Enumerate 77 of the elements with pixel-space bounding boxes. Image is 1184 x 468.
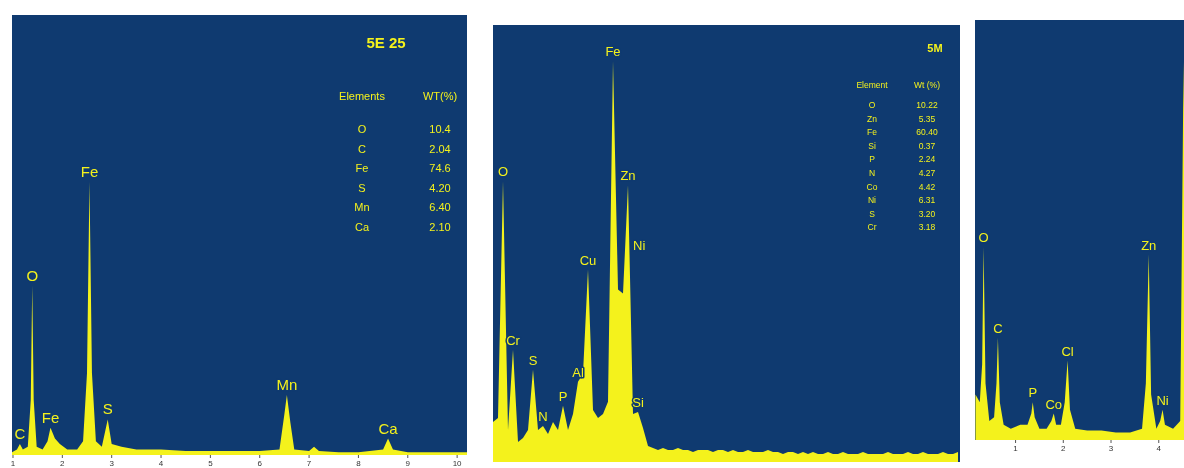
annotation: 5.35 <box>918 113 936 124</box>
annotation: 10.22 <box>916 100 938 110</box>
chart-title: 5M <box>927 42 943 54</box>
annotation: Co <box>1045 396 1063 412</box>
annotation: Ni <box>633 238 646 253</box>
annotation: Co <box>866 181 878 192</box>
annotation: Fe <box>605 44 621 60</box>
x-tick-label: 2 <box>60 459 66 468</box>
annotation: Ca <box>378 419 399 437</box>
text: WT(%) <box>422 90 458 102</box>
annotation: Element <box>856 80 889 90</box>
x-tick-label: 3 <box>1108 444 1114 453</box>
annotation: S <box>102 400 113 418</box>
annotation: 4.20 <box>429 181 451 194</box>
x-tick-label: 2 <box>1061 444 1067 453</box>
annotation: S <box>528 352 538 368</box>
text: 10.4 <box>429 123 451 135</box>
annotation: 3.18 <box>918 222 936 233</box>
annotation: 6.40 <box>429 201 451 213</box>
annotation: Ni <box>1156 392 1169 408</box>
x-tick-label: 9 <box>405 459 411 468</box>
x-tick-label: 5 <box>208 459 214 468</box>
annotation: Fe <box>80 162 99 180</box>
annotation: Cl <box>1061 343 1074 359</box>
annotation: Wt (%) <box>914 80 941 90</box>
annotation: C <box>993 320 1003 336</box>
x-tick-label: 1 <box>1013 444 1019 453</box>
annotation: O <box>26 266 39 284</box>
annotation: 2.24 <box>918 154 936 165</box>
annotation: N <box>538 408 548 424</box>
x-tick-label: 10 <box>452 459 463 468</box>
annotation: 4.42 <box>918 181 936 192</box>
annotation: S <box>869 208 876 219</box>
x-tick-label: 6 <box>257 459 263 468</box>
annotation: Ni <box>867 195 877 206</box>
x-tick-label: 4 <box>158 459 164 468</box>
annotation: O <box>978 230 989 246</box>
annotation: Zn <box>620 168 636 184</box>
annotation: P <box>1028 385 1038 401</box>
annotation: Cr <box>867 222 877 233</box>
annotation: P <box>869 154 876 165</box>
x-tick-label: 1 <box>10 459 16 468</box>
annotation: S <box>358 181 366 194</box>
x-tick-label: 4 <box>1156 444 1162 453</box>
annotation: Cu <box>579 252 597 268</box>
annotation: Fe <box>867 127 878 138</box>
annotation: Zn <box>867 113 878 124</box>
text: Fe <box>355 162 369 174</box>
chart-title: 5E 25 <box>366 34 406 51</box>
text: 2.04 <box>429 142 451 155</box>
annotation: Zn <box>1141 237 1157 253</box>
annotation: 4.27 <box>918 168 936 178</box>
annotation: Fe <box>41 408 60 426</box>
annotation: 0.37 <box>918 140 936 151</box>
annotation: N <box>868 168 876 178</box>
annotation: Al <box>572 364 584 380</box>
annotation: 6.31 <box>918 195 936 206</box>
annotation: 60.40 <box>916 127 938 138</box>
annotation: P <box>558 388 568 404</box>
annotation: Cr <box>506 332 521 348</box>
text: O <box>357 123 367 135</box>
x-tick-label: 7 <box>306 459 312 468</box>
x-tick-label: 8 <box>356 459 362 468</box>
annotation: 3.20 <box>918 208 936 219</box>
annotation: Si <box>632 394 644 410</box>
annotation: Mn <box>276 375 298 393</box>
text: C <box>358 142 367 155</box>
text: 74.6 <box>429 162 451 174</box>
annotation: 2.10 <box>429 220 451 233</box>
annotation: Si <box>868 140 876 151</box>
x-tick-label: 3 <box>109 459 115 468</box>
annotation: C <box>14 425 26 443</box>
annotation: O <box>497 164 509 180</box>
annotation: Ca <box>354 220 370 233</box>
annotation: O <box>868 100 876 110</box>
text: Elements <box>339 90 386 102</box>
annotation: Mn <box>354 201 370 213</box>
